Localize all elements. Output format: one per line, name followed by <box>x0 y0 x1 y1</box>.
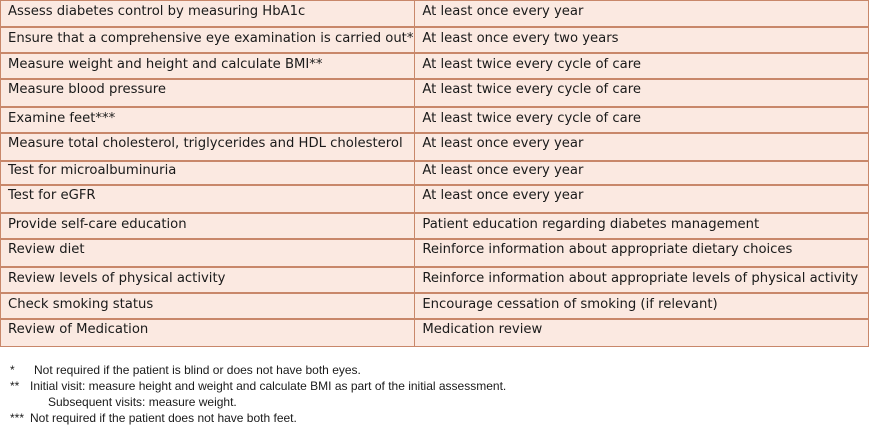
activity-cell: Review of Medication <box>0 317 416 347</box>
table-row: Assess diabetes control by measuring HbA… <box>0 0 869 27</box>
table-row: Measure blood pressure At least twice ev… <box>0 77 869 107</box>
activity-cell: Measure weight and height and calculate … <box>0 51 416 79</box>
table-row: Review levels of physical activity Reinf… <box>0 265 869 293</box>
table-row: Test for eGFR At least once every year <box>0 183 869 213</box>
frequency-cell: At least twice every cycle of care <box>414 105 869 133</box>
frequency-cell: Reinforce information about appropriate … <box>414 265 869 293</box>
footnote-text: Not required if the patient is blind or … <box>34 363 361 377</box>
activity-cell: Measure blood pressure <box>0 77 416 107</box>
table-row: Check smoking status Encourage cessation… <box>0 291 869 319</box>
frequency-cell: At least once every year <box>414 0 869 27</box>
frequency-cell: At least twice every cycle of care <box>414 77 869 107</box>
frequency-cell: At least once every year <box>414 183 869 213</box>
table-row: Review of Medication Medication review <box>0 317 869 347</box>
frequency-cell: Encourage cessation of smoking (if relev… <box>414 291 869 319</box>
footnotes: * Not required if the patient is blind or… <box>10 362 506 426</box>
activity-cell: Review levels of physical activity <box>0 265 416 293</box>
table-row: Test for microalbuminuria At least once … <box>0 159 869 185</box>
activity-cell: Assess diabetes control by measuring HbA… <box>0 0 416 27</box>
activity-cell: Test for eGFR <box>0 183 416 213</box>
activity-cell: Test for microalbuminuria <box>0 159 416 185</box>
footnote-2: ** Initial visit: measure height and weig… <box>10 378 506 394</box>
footnote-text: Initial visit: measure height and weight… <box>30 379 507 393</box>
table-row: Ensure that a comprehensive eye examinat… <box>0 25 869 53</box>
frequency-cell: Medication review <box>414 317 869 347</box>
activity-cell: Provide self-care education <box>0 211 416 239</box>
table-row: Measure total cholesterol, triglycerides… <box>0 131 869 161</box>
frequency-cell: At least once every two years <box>414 25 869 53</box>
frequency-cell: Patient education regarding diabetes man… <box>414 211 869 239</box>
footnote-3: *** Not required if the patient does not … <box>10 410 506 426</box>
activity-cell: Ensure that a comprehensive eye examinat… <box>0 25 416 53</box>
frequency-cell: At least twice every cycle of care <box>414 51 869 79</box>
activity-cell: Review diet <box>0 237 416 267</box>
footnote-1: * Not required if the patient is blind or… <box>10 362 506 378</box>
frequency-cell: At least once every year <box>414 131 869 161</box>
activity-cell: Measure total cholesterol, triglycerides… <box>0 131 416 161</box>
footnote-text: Not required if the patient does not hav… <box>30 411 297 425</box>
table-row: Measure weight and height and calculate … <box>0 51 869 79</box>
activity-cell: Check smoking status <box>0 291 416 319</box>
footnote-marker: * <box>10 363 15 377</box>
table-row: Provide self-care education Patient educ… <box>0 211 869 239</box>
table-row: Review diet Reinforce information about … <box>0 237 869 267</box>
activity-cell: Examine feet*** <box>0 105 416 133</box>
diabetes-care-table: Assess diabetes control by measuring HbA… <box>0 0 869 347</box>
footnote-marker: *** <box>10 411 25 425</box>
footnote-2-continuation: Subsequent visits: measure weight. <box>48 395 237 409</box>
frequency-cell: Reinforce information about appropriate … <box>414 237 869 267</box>
footnote-marker: ** <box>10 379 20 393</box>
table-row: Examine feet*** At least twice every cyc… <box>0 105 869 133</box>
frequency-cell: At least once every year <box>414 159 869 185</box>
